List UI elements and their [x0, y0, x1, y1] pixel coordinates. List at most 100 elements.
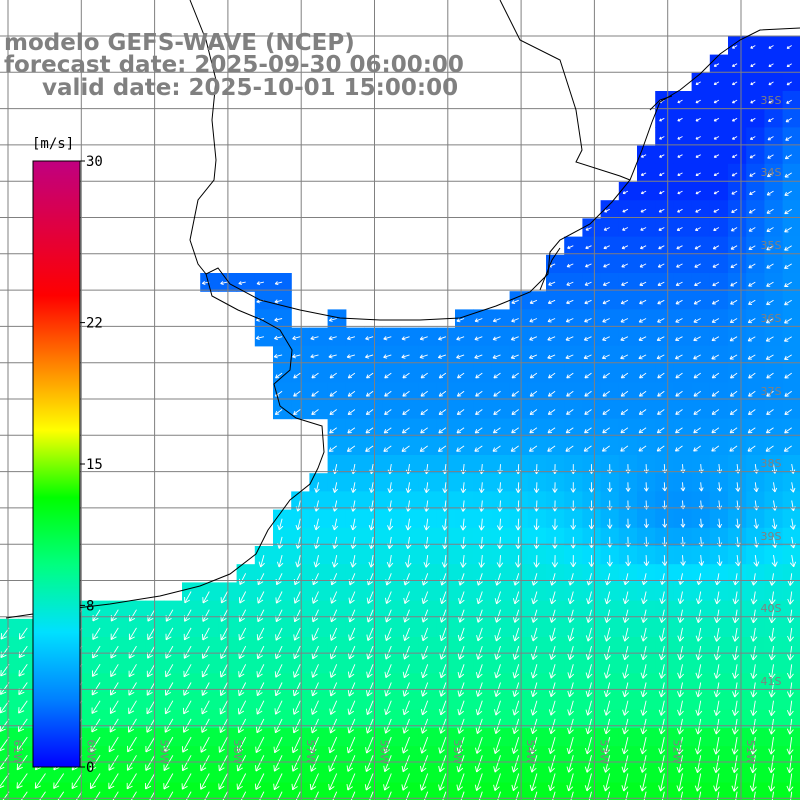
- wind-arrow: [438, 372, 447, 379]
- sea-cell: [527, 327, 547, 347]
- wind-arrow: [583, 354, 592, 360]
- wind-arrow: [474, 336, 483, 341]
- wind-arrow: [750, 627, 758, 642]
- wind-arrow: [474, 427, 483, 434]
- wind-arrow: [419, 755, 429, 773]
- colorbar: [m/s] 30 22 15 8 0: [32, 136, 103, 776]
- wind-arrow: [293, 409, 301, 415]
- wind-arrow: [657, 372, 665, 379]
- wind-arrow: [403, 627, 410, 642]
- wind-arrow: [749, 773, 757, 792]
- wind-arrow: [603, 227, 610, 231]
- sea-cell: [473, 382, 492, 401]
- wind-arrow: [110, 664, 119, 677]
- wind-arrow: [128, 627, 137, 641]
- wind-arrow: [695, 190, 701, 195]
- latitude-label: 37S: [761, 385, 782, 398]
- wind-arrow: [730, 281, 738, 287]
- wind-arrow: [638, 445, 647, 452]
- wind-arrow: [662, 482, 668, 492]
- wind-arrow: [695, 718, 703, 735]
- wind-arrow: [713, 627, 721, 642]
- wind-arrow: [784, 354, 792, 360]
- wind-arrow: [675, 354, 683, 360]
- wind-arrow: [199, 773, 210, 790]
- wind-arrow: [439, 664, 447, 679]
- wind-arrow: [713, 208, 720, 213]
- sea-cell: [691, 91, 711, 110]
- sea-cell: [746, 309, 765, 329]
- wind-arrow: [311, 409, 319, 415]
- sea-cell: [473, 400, 492, 420]
- wind-arrow: [785, 117, 792, 123]
- sea-cell: [709, 291, 729, 310]
- wind-arrow: [328, 445, 337, 452]
- wind-arrow: [92, 609, 101, 622]
- wind-arrow: [602, 336, 610, 341]
- sea-cell: [436, 436, 456, 456]
- sea-cell: [691, 782, 711, 800]
- wind-arrow: [424, 791, 429, 800]
- sea-cell: [509, 291, 529, 310]
- wind-arrow: [478, 518, 485, 531]
- wind-arrow: [347, 372, 356, 379]
- wind-arrow: [765, 318, 774, 324]
- wind-arrow: [786, 664, 794, 679]
- wind-arrow: [771, 482, 778, 493]
- sea-cell: [746, 291, 765, 310]
- wind-arrow: [729, 390, 738, 397]
- sea-cell: [655, 782, 674, 800]
- wind-arrow: [515, 791, 520, 800]
- wind-arrow: [588, 791, 592, 800]
- wind-arrow: [639, 263, 647, 268]
- sea-cell: [746, 327, 765, 347]
- sea-cell: [418, 436, 438, 456]
- longitude-label: 60W: [84, 740, 97, 765]
- wind-arrow: [439, 609, 447, 623]
- sea-cell: [637, 218, 656, 238]
- wind-arrow: [383, 354, 392, 359]
- sea-cell: [382, 782, 401, 800]
- sea-cell: [709, 218, 729, 238]
- wind-arrow: [366, 627, 374, 641]
- sea-cell: [400, 364, 420, 383]
- wind-arrow: [515, 518, 522, 531]
- wind-arrow: [332, 518, 339, 531]
- sea-cell: [746, 436, 765, 456]
- wind-arrow: [585, 627, 593, 642]
- wind-arrow: [237, 700, 247, 715]
- sea-cell: [764, 436, 784, 456]
- wind-arrow: [529, 736, 538, 755]
- sea-cell: [509, 382, 529, 401]
- wind-arrow: [512, 700, 520, 716]
- wind-arrow: [401, 445, 410, 452]
- wind-arrow: [747, 445, 756, 452]
- wind-arrow: [657, 409, 665, 415]
- wind-arrow: [457, 664, 465, 679]
- sea-cell: [309, 782, 329, 800]
- wind-arrow: [419, 445, 428, 452]
- wind-arrow: [784, 154, 792, 160]
- wind-arrow: [766, 299, 774, 306]
- colorbar-tick-label: 8: [86, 598, 94, 614]
- sea-cell: [637, 200, 656, 219]
- wind-arrow: [639, 281, 647, 286]
- wind-arrow: [640, 172, 647, 176]
- wind-arrow: [638, 354, 647, 360]
- wind-arrow: [713, 154, 720, 158]
- wind-arrow: [749, 154, 756, 159]
- wind-arrow: [255, 335, 265, 341]
- wind-arrow: [602, 372, 610, 379]
- sea-cell: [327, 327, 347, 347]
- sea-cell: [473, 782, 492, 800]
- sea-cell: [109, 782, 128, 800]
- wind-arrow: [717, 482, 723, 492]
- wind-arrow: [92, 627, 101, 640]
- sea-cell: [436, 418, 456, 438]
- wind-arrow: [680, 482, 686, 492]
- sea-cell: [600, 400, 620, 420]
- sea-cell: [327, 436, 347, 456]
- wind-arrow: [402, 390, 410, 397]
- sea-cell: [418, 364, 438, 383]
- wind-arrow: [512, 664, 520, 679]
